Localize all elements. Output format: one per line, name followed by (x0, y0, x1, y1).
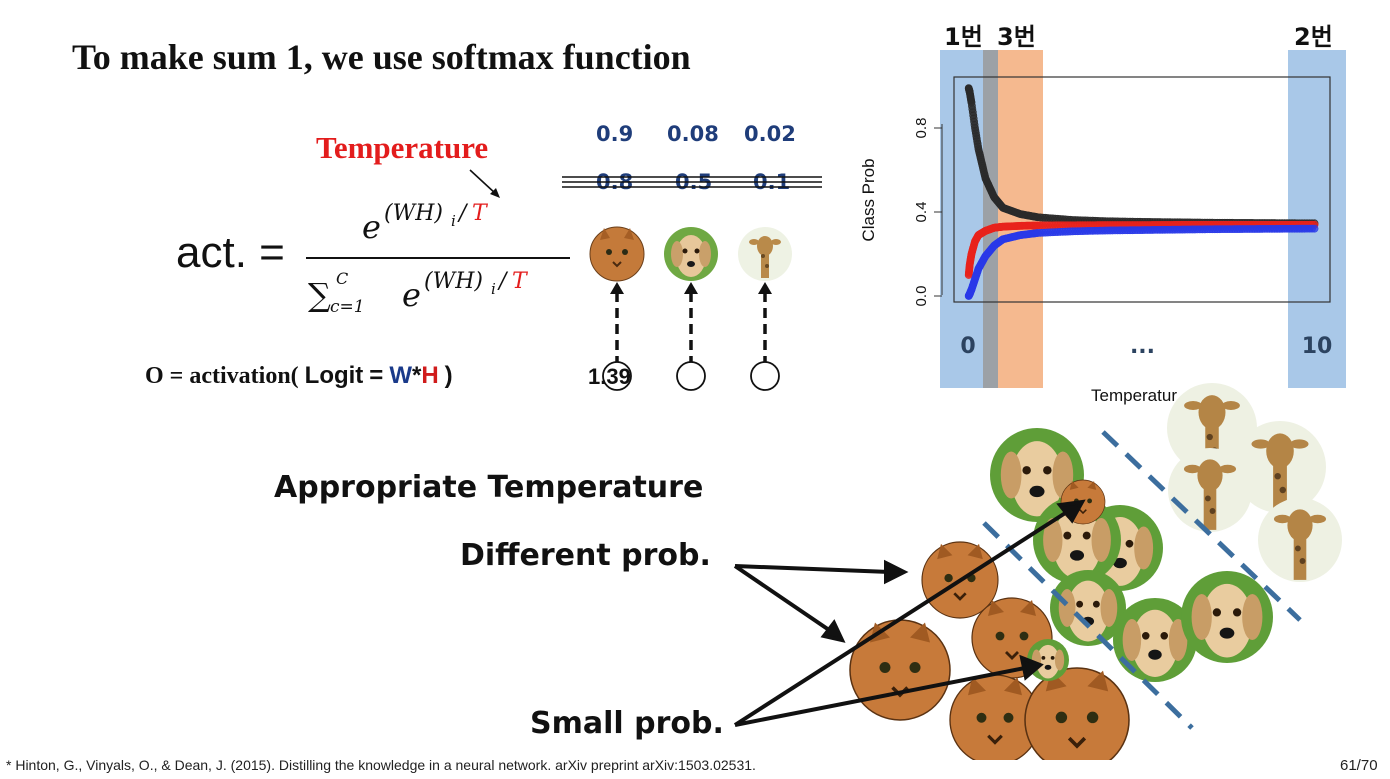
cat-icon (1061, 480, 1105, 524)
temperature-arrow (469, 169, 500, 198)
x-tick-label: 10 (1302, 334, 1333, 359)
y-tick-label: 0.0 (913, 286, 930, 307)
plot-frame (953, 76, 1331, 303)
output-suffix: ) (444, 362, 453, 389)
dashed-arrows (615, 292, 767, 366)
dog-icon (664, 227, 718, 281)
neuron-1 (602, 361, 632, 391)
appropriate-temperature-label: Appropriate Temperature (274, 470, 704, 505)
citation-footnote: * Hinton, G., Vinyals, O., & Dean, J. (2… (6, 757, 756, 773)
y-axis-label: Class Prob (859, 158, 878, 241)
svg-text:/: / (457, 201, 469, 226)
band-3-label: 3번 (997, 23, 1036, 51)
neuron-2 (676, 361, 706, 391)
star-symbol: * (411, 362, 422, 389)
giraffe-icon (1258, 498, 1342, 582)
series-2-point (1310, 224, 1319, 233)
softmax-formula: e (WH) i / T ∑ C c=1 e (WH) i / T (306, 201, 570, 317)
small-prob-label: Small prob. (530, 706, 724, 741)
prob-dog: 0.08 (667, 122, 719, 146)
y-tick-label: 0.8 (913, 118, 930, 139)
svg-text:∑: ∑ (308, 276, 331, 314)
slide-title: To make sum 1, we use softmax function (72, 37, 691, 77)
h-symbol: H (421, 362, 439, 389)
output-prefix: O = activation( (145, 363, 299, 389)
svg-text:(WH): (WH) (384, 201, 443, 226)
svg-text:c=1: c=1 (330, 297, 365, 317)
svg-text:C: C (336, 269, 348, 288)
svg-text:/: / (497, 269, 509, 294)
svg-text:(WH): (WH) (424, 269, 483, 294)
equals-sign: = (369, 362, 384, 389)
x-tick-label: ... (1130, 334, 1155, 359)
w-symbol: W (389, 362, 412, 389)
output-neurons (589, 226, 792, 391)
svg-text:T: T (512, 269, 529, 294)
dog-icon (1181, 571, 1273, 663)
dog-icon (1027, 639, 1069, 681)
cat-icon (589, 226, 645, 282)
temperature-label: Temperature (316, 130, 489, 165)
band-gray (983, 50, 998, 388)
prob-cat: 0.9 (596, 122, 634, 146)
strikethrough-lines (562, 176, 822, 188)
svg-text:e: e (362, 208, 381, 246)
svg-text:T: T (472, 201, 489, 226)
class-prob-chart: 0.0 0.4 0.8 Class Prob 0... 10 Temperatur (859, 76, 1333, 405)
svg-text:e: e (402, 276, 421, 314)
giraffe-icon (738, 227, 792, 281)
x-axis-label: Temperatur (1091, 386, 1177, 405)
page-number: 61/70 (1340, 757, 1378, 774)
giraffe-icon (1168, 448, 1252, 532)
x-tick-label: 0 (960, 334, 975, 359)
cat-icon (1025, 668, 1129, 760)
svg-text:i: i (451, 212, 456, 230)
act-label: act. = (176, 228, 285, 277)
different-prob-label: Different prob. (460, 538, 711, 573)
neuron-3 (750, 361, 780, 391)
animal-cluster-illustration (720, 383, 1342, 760)
cat-icon (850, 620, 950, 720)
band-2 (1288, 50, 1346, 388)
logit-value: 1.39 (588, 364, 631, 389)
y-tick-label: 0.4 (913, 202, 930, 223)
output-equation: O = activation( Logit = W*H ) (145, 362, 453, 390)
svg-text:i: i (491, 280, 496, 298)
logit-word: Logit (304, 362, 364, 389)
prob-giraffe: 0.02 (744, 122, 796, 146)
band-2-label: 2번 (1294, 23, 1333, 51)
band-1-label: 1번 (944, 23, 983, 51)
